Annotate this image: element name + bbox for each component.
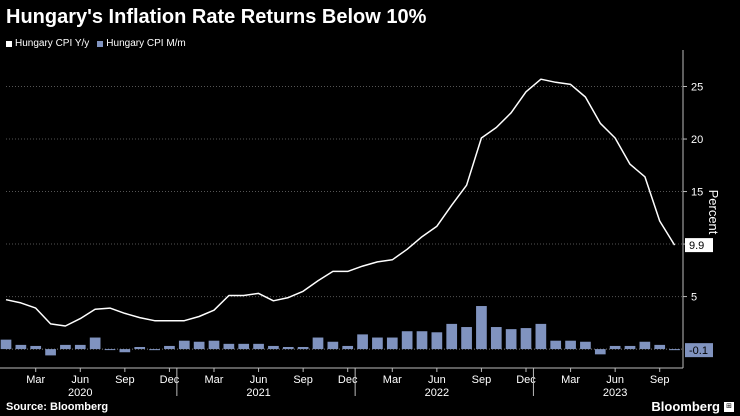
y-tick-label: 15: [691, 187, 703, 199]
x-tick-label: Mar: [561, 374, 580, 386]
bar: [639, 341, 651, 350]
x-tick-label: Sep: [472, 374, 492, 386]
x-tick-label: Jun: [606, 374, 624, 386]
y-tick-label: 20: [691, 134, 703, 146]
bar: [119, 349, 131, 353]
source-note: Source: Bloomberg: [6, 401, 109, 413]
x-tick-label: Jun: [250, 374, 268, 386]
last-value-cpi-mm: -0.1: [689, 345, 708, 357]
bar: [268, 345, 279, 350]
legend-swatch-bar: [97, 40, 104, 47]
bar: [565, 340, 576, 350]
bar: [461, 327, 472, 350]
bar: [386, 337, 398, 350]
bar: [624, 345, 636, 350]
bar: [372, 337, 383, 350]
bloomberg-mark-icon: ⊞: [724, 402, 734, 412]
bar: [30, 345, 42, 350]
bar: [0, 339, 12, 350]
chart-title: Hungary's Inflation Rate Returns Below 1…: [6, 6, 427, 28]
bloomberg-logo: Bloomberg: [651, 399, 720, 414]
bar: [446, 323, 458, 350]
last-value-cpi-yy-box: [685, 238, 713, 253]
x-tick-label: Mar: [26, 374, 45, 386]
bar: [60, 344, 71, 350]
bar: [149, 349, 160, 351]
bar: [505, 329, 517, 350]
bar: [104, 349, 116, 351]
bar: [594, 349, 606, 355]
legend-swatch-line: [6, 40, 12, 47]
bar: [282, 346, 294, 350]
x-year-label: 2022: [425, 387, 449, 399]
bar: [357, 334, 368, 350]
bar: [654, 344, 666, 350]
x-year-label: 2023: [603, 387, 627, 399]
legend-label-cpi-yy: Hungary CPI Y/y: [15, 38, 90, 49]
bar: [178, 340, 190, 350]
x-tick-label: Sep: [293, 374, 313, 386]
cpi-yy-line: [5, 78, 676, 327]
x-tick-label: Dec: [160, 374, 180, 386]
bar: [550, 340, 562, 350]
x-tick-label: Mar: [383, 374, 402, 386]
bar: [520, 328, 532, 350]
last-value-cpi-yy: 9.9: [689, 240, 704, 252]
x-tick-label: Jun: [428, 374, 446, 386]
x-tick-label: Dec: [338, 374, 358, 386]
x-year-label: 2020: [68, 387, 92, 399]
bar: [297, 346, 309, 350]
bar: [535, 323, 547, 350]
legend-item-cpi-mm: Hungary CPI M/m: [97, 38, 186, 49]
bar: [134, 346, 146, 350]
y-axis-title: Percent: [706, 190, 721, 235]
legend-label-cpi-mm: Hungary CPI M/m: [106, 38, 186, 49]
bar: [45, 349, 56, 356]
x-tick-label: Jun: [71, 374, 89, 386]
bar: [580, 341, 591, 350]
x-tick-label: Mar: [205, 374, 224, 386]
bar: [490, 327, 502, 350]
bar: [476, 306, 487, 350]
bar: [89, 337, 101, 350]
bar: [193, 341, 205, 350]
x-tick-label: Sep: [650, 374, 670, 386]
bar: [327, 341, 339, 350]
bar: [208, 340, 220, 350]
bar: [401, 331, 413, 350]
x-tick-label: Dec: [516, 374, 536, 386]
bar: [669, 349, 680, 351]
y-tick-label: 5: [691, 292, 697, 304]
bar: [416, 331, 428, 350]
bar: [15, 344, 27, 350]
bar: [342, 345, 354, 350]
bar: [74, 344, 86, 350]
last-value-cpi-mm-box: [685, 343, 713, 358]
x-year-label: 2021: [246, 387, 270, 399]
bar: [253, 343, 264, 350]
legend-item-cpi-yy: Hungary CPI Y/y: [6, 38, 89, 49]
x-tick-label: Sep: [115, 374, 135, 386]
bar: [431, 332, 443, 350]
bar: [312, 337, 324, 350]
y-tick-label: 25: [691, 82, 703, 94]
bar: [223, 343, 235, 350]
bar: [164, 345, 175, 350]
bar: [238, 343, 250, 350]
legend: Hungary CPI Y/y Hungary CPI M/m: [6, 38, 186, 49]
bar: [609, 345, 621, 350]
